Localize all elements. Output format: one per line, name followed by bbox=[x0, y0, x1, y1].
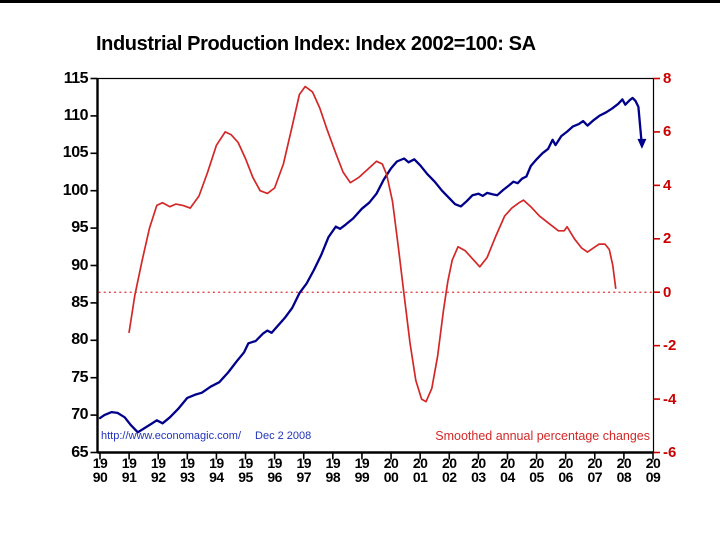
x-label-century: 20 bbox=[558, 455, 573, 471]
x-label-century: 20 bbox=[529, 455, 544, 471]
chart-title: Industrial Production Index: Index 2002=… bbox=[96, 33, 536, 55]
x-label-year: 06 bbox=[558, 468, 573, 485]
x-label-century: 19 bbox=[180, 455, 195, 471]
left-axis-tick-label: 90 bbox=[71, 256, 88, 274]
x-label-century: 19 bbox=[92, 455, 108, 471]
plot-border bbox=[96, 77, 655, 454]
x-label-century: 20 bbox=[383, 455, 399, 471]
x-axis-tick-label: 19 97 bbox=[289, 455, 319, 485]
x-label-century: 19 bbox=[209, 455, 224, 471]
x-label-year: 90 bbox=[92, 468, 108, 485]
x-axis-tick-label: 19 94 bbox=[201, 455, 231, 485]
right-axis-tick-label: 4 bbox=[663, 176, 672, 194]
left-axis-tick-label: 65 bbox=[71, 443, 88, 461]
x-axis-tick-label: 19 91 bbox=[114, 455, 144, 485]
chart-date: Dec 2 2008 bbox=[255, 430, 312, 442]
index-line-end-arrow-icon bbox=[637, 138, 647, 149]
x-axis-tick-label: 20 01 bbox=[405, 455, 435, 485]
x-label-century: 19 bbox=[354, 455, 370, 471]
x-label-century: 19 bbox=[296, 455, 312, 471]
x-label-century: 19 bbox=[150, 455, 166, 471]
right-axis-tick-label: -6 bbox=[663, 444, 677, 461]
x-label-century: 20 bbox=[587, 455, 603, 471]
x-label-year: 93 bbox=[180, 468, 195, 485]
x-label-century: 19 bbox=[238, 455, 253, 471]
x-label-century: 20 bbox=[645, 455, 661, 471]
x-label-year: 94 bbox=[209, 468, 224, 485]
right-axis-tick-label: 2 bbox=[663, 230, 672, 248]
top-edge-line bbox=[0, 0, 720, 3]
pct-series-label: Smoothed annual percentage changes bbox=[435, 429, 650, 443]
x-label-century: 19 bbox=[325, 455, 341, 471]
x-label-year: 95 bbox=[238, 468, 253, 485]
x-label-year: 98 bbox=[325, 468, 341, 485]
x-label-century: 20 bbox=[616, 455, 632, 471]
x-axis-tick-label: 20 06 bbox=[551, 455, 581, 485]
x-label-century: 20 bbox=[441, 455, 457, 471]
x-axis-tick-label: 19 99 bbox=[347, 455, 377, 485]
x-axis-tick-label: 20 04 bbox=[492, 455, 522, 485]
left-axis-tick-label: 80 bbox=[71, 331, 88, 349]
x-axis-tick-label: 20 07 bbox=[580, 455, 610, 485]
x-axis-tick-label: 19 95 bbox=[231, 455, 261, 485]
source-url-text: http://www.economagic.com/ bbox=[101, 430, 242, 442]
pct-change-line bbox=[128, 85, 617, 403]
x-label-year: 03 bbox=[471, 468, 486, 485]
x-label-year: 97 bbox=[296, 468, 312, 485]
right-axis-tick-label: 8 bbox=[663, 70, 672, 87]
left-axis-tick-label: 70 bbox=[71, 406, 88, 424]
x-label-year: 08 bbox=[616, 468, 632, 485]
left-axis-tick-label: 100 bbox=[62, 181, 89, 199]
x-label-year: 91 bbox=[121, 468, 137, 485]
index-line bbox=[98, 96, 644, 434]
x-label-century: 20 bbox=[412, 455, 428, 471]
x-label-year: 04 bbox=[500, 468, 515, 485]
left-axis-tick-label: 115 bbox=[63, 69, 89, 87]
x-axis-tick-label: 20 08 bbox=[609, 455, 639, 485]
x-axis-tick-label: 20 00 bbox=[376, 455, 406, 485]
x-label-year: 01 bbox=[412, 468, 428, 485]
x-label-year: 99 bbox=[354, 468, 370, 485]
x-label-year: 00 bbox=[383, 468, 399, 485]
x-axis-tick-label: 19 90 bbox=[85, 455, 115, 485]
x-label-century: 20 bbox=[471, 455, 486, 471]
x-label-year: 92 bbox=[150, 468, 166, 485]
x-axis-tick-label: 19 92 bbox=[143, 455, 173, 485]
source-note: http://www.economagic.com/Dec 2 2008 bbox=[101, 430, 311, 442]
right-axis-tick-label: 0 bbox=[663, 283, 672, 301]
x-label-century: 19 bbox=[121, 455, 137, 471]
right-axis-tick-label: 6 bbox=[663, 123, 672, 141]
x-label-century: 19 bbox=[267, 455, 282, 471]
x-label-century: 20 bbox=[500, 455, 515, 471]
x-label-year: 07 bbox=[587, 468, 603, 485]
left-axis-tick-label: 110 bbox=[63, 106, 89, 124]
right-axis-tick-label: -4 bbox=[663, 390, 677, 408]
left-axis-tick-label: 105 bbox=[62, 144, 89, 162]
x-axis-tick-label: 19 93 bbox=[172, 455, 202, 485]
right-axis-tick-label: -2 bbox=[663, 337, 677, 355]
x-axis-tick-label: 20 02 bbox=[434, 455, 464, 485]
left-axis-tick-label: 85 bbox=[71, 293, 88, 311]
x-label-year: 05 bbox=[529, 468, 544, 485]
x-label-year: 09 bbox=[645, 468, 661, 485]
x-axis-tick-label: 19 98 bbox=[318, 455, 348, 485]
x-axis-tick-label: 20 09 bbox=[638, 455, 668, 485]
x-axis-tick-label: 20 05 bbox=[522, 455, 552, 485]
left-axis-tick-label: 95 bbox=[71, 219, 88, 237]
x-axis-tick-label: 19 96 bbox=[260, 455, 290, 485]
x-label-year: 02 bbox=[441, 468, 457, 485]
x-label-year: 96 bbox=[267, 468, 282, 485]
x-axis-tick-label: 20 03 bbox=[463, 455, 493, 485]
left-axis-tick-label: 75 bbox=[71, 368, 88, 386]
